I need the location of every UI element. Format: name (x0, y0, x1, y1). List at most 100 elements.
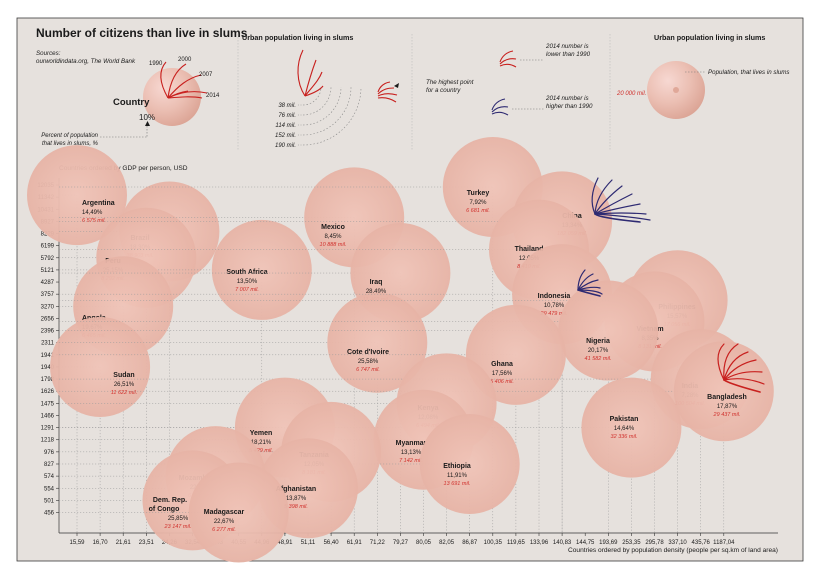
legend-size-title: Urban population living in slums (242, 33, 353, 42)
legend-size-114: 114 mil. (275, 123, 296, 129)
percent-label: 10,78% (544, 303, 565, 309)
arrow-icon (394, 83, 399, 88)
fan-strand (723, 379, 761, 393)
x-tick-label: 48,91 (277, 540, 293, 546)
x-tick-label: 295,78 (645, 540, 664, 546)
country-name: Indonesia (538, 293, 571, 300)
percent-label: 7,92% (469, 200, 487, 206)
x-tick-label: 1187,04 (713, 540, 735, 546)
x-tick-label: 119,65 (507, 540, 526, 546)
fan-strand (723, 378, 765, 385)
country-name: Myanmar (396, 440, 427, 447)
legend-year-1990: 1990 (149, 61, 163, 67)
fan-india-icon (717, 343, 765, 393)
country-name: Ethiopia (443, 463, 471, 470)
legend-fan-icon (160, 61, 208, 99)
y-tick-label: 5121 (41, 268, 55, 274)
percent-label: 26,51% (114, 382, 135, 388)
legend-population: Urban population living in slums Populat… (616, 33, 790, 119)
x-tick-label: 16,70 (93, 540, 109, 546)
country-name: Nigeria (586, 338, 610, 345)
y-tick-label: 1218 (41, 438, 55, 444)
country-name: Mexico (321, 224, 345, 231)
population-label: 5 429 mil. (249, 448, 273, 454)
y-axis-title: Countries ordered by GDP per person, USD (59, 165, 188, 172)
legend-size-scale: Urban population living in slums 38 mil.… (242, 33, 362, 149)
percent-label: 13,13% (401, 450, 422, 456)
x-tick-label: 15,59 (69, 540, 85, 546)
legend-pop-note: Population, that lives in slums (708, 69, 790, 76)
percent-label: 22,67% (214, 519, 235, 525)
fan-indonesia-icon (577, 269, 603, 297)
country-name: Thailand (515, 246, 544, 253)
country-name: South Africa (226, 269, 267, 276)
bubble (50, 316, 151, 417)
fan-strand (594, 193, 633, 215)
bubble (419, 413, 520, 514)
legend-country-label: Country (113, 97, 150, 108)
population-label: 41 582 mil. (585, 356, 612, 362)
y-tick-label: 501 (44, 498, 55, 504)
x-tick-label: 253,35 (622, 540, 641, 546)
country-name: Afghanistan (276, 486, 316, 493)
percent-label: 20,17% (588, 348, 609, 354)
population-label: 23 147 mil. (164, 524, 192, 530)
percent-label: 18,21% (251, 440, 272, 446)
fan-strand (594, 179, 613, 215)
x-tick-label: 71,22 (370, 540, 386, 546)
legend-key-bubble (143, 68, 201, 126)
y-tick-label: 1291 (41, 426, 55, 432)
fan-strand (594, 185, 623, 215)
y-tick-label: 554 (44, 486, 55, 492)
legend-year-2007: 2007 (199, 72, 213, 78)
percent-label: 13,50% (237, 279, 258, 285)
y-tick-label: 574 (44, 474, 55, 480)
country-name: Sudan (113, 372, 134, 379)
legend-size-152: 152 mil. (275, 133, 296, 139)
percent-label: 14,64% (614, 426, 635, 432)
x-tick-label: 61,91 (347, 540, 363, 546)
higher-fan-icon (491, 98, 509, 116)
chart-title: Number of citizens than live in slums (36, 26, 248, 40)
legend-pop-title: Urban population living in slums (654, 33, 765, 42)
x-tick-label: 435,76 (692, 540, 711, 546)
x-axis-title: Countries ordered by population density … (568, 547, 778, 554)
x-tick-label: 56,40 (324, 540, 340, 546)
point-madagascar: Madagascar 22,67% 6 277 mil. (59, 462, 289, 563)
fan-strand (717, 343, 725, 381)
y-tick-label: 456 (44, 511, 55, 517)
population-label: 5 406 mil. (490, 379, 514, 385)
y-tick-label: 1941 (41, 353, 55, 359)
y-tick-label: 6199 (41, 244, 55, 250)
y-tick-label: 827 (44, 462, 55, 468)
legend-key: 1990 2000 2007 2014 Country 10% Percent … (41, 57, 220, 147)
legend-size-76: 76 mil. (278, 113, 296, 119)
bubble (188, 462, 289, 563)
bubble (558, 280, 659, 381)
legend-size-38: 38 mil. (278, 103, 296, 109)
fan-strand (591, 177, 599, 215)
legend-higher-note: 2014 number is higher than 1990 (545, 95, 593, 110)
percent-label: 11,91% (447, 473, 468, 479)
y-tick-label: 1798 (41, 377, 55, 383)
bubble (211, 219, 312, 320)
fan-strand (723, 359, 757, 381)
y-tick-label: 976 (44, 450, 55, 456)
x-tick-label: 133,96 (530, 540, 549, 546)
fan-strand (577, 273, 594, 291)
legend-pop-value: 20 000 mil. (616, 91, 646, 97)
country-name: Madagascar (204, 509, 245, 516)
sources-text: ourworldindata.org, The World Bank (36, 58, 136, 65)
x-tick-label: 21,61 (116, 540, 132, 546)
point-cote-d-ivoire: Cote d'Ivoire 25,58% 6 747 mil. (59, 292, 428, 533)
fan-strand (594, 213, 641, 223)
country-name: Iraq (370, 279, 383, 286)
x-tick-label: 86,87 (462, 540, 478, 546)
legend-peak: The highest point for a country (377, 79, 474, 103)
x-tick-label: 79,27 (393, 540, 409, 546)
triangle-up-icon (145, 121, 150, 126)
bubble (581, 377, 682, 478)
percent-label: 25,58% (358, 359, 379, 365)
fan-strand (723, 371, 763, 381)
